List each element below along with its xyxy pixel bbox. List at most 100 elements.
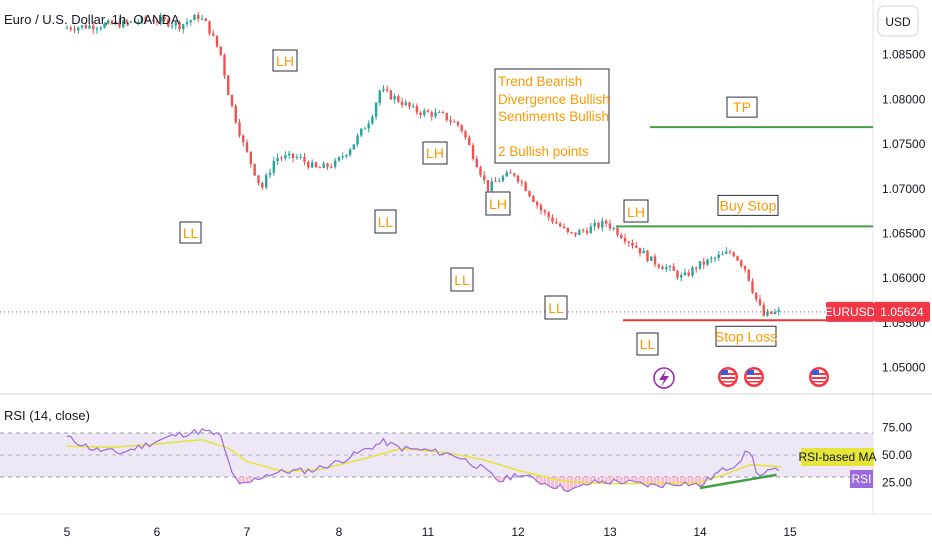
candlestick-series[interactable] <box>65 11 780 317</box>
candle-body <box>676 270 679 278</box>
candle-body <box>627 241 630 243</box>
rsi-title[interactable]: RSI (14, close) <box>4 408 90 423</box>
candle-body <box>230 94 234 106</box>
us-flag-icon[interactable] <box>718 367 738 387</box>
candle-body <box>415 105 419 113</box>
swing-ll-4[interactable]: LL <box>544 295 568 320</box>
rsi-series[interactable] <box>66 428 782 493</box>
candle-body <box>426 110 430 113</box>
candle-body <box>766 311 769 316</box>
time-axis[interactable]: 5 6 7 8 11 12 13 14 15 <box>64 525 797 539</box>
rsi-tick: 75.00 <box>882 421 912 435</box>
time-tick: 8 <box>336 525 343 539</box>
price-tick: 1.07500 <box>882 137 926 151</box>
candle-body <box>532 196 535 202</box>
stop-loss-label-box[interactable]: Stop Loss <box>715 325 777 347</box>
candle-body <box>114 21 117 25</box>
buy-stop-label-box[interactable]: Buy Stop <box>717 194 779 216</box>
current-price-tag[interactable]: EURUSD 1.05624 <box>825 301 930 322</box>
candle-body <box>635 245 638 248</box>
candle-body <box>95 28 99 30</box>
time-tick: 5 <box>64 525 71 539</box>
candle-body <box>520 181 524 183</box>
candle-body <box>307 161 310 168</box>
candle-body <box>129 21 132 23</box>
candle-body <box>367 123 370 129</box>
candle-body <box>295 157 299 159</box>
candle-body <box>200 18 204 20</box>
candle-body <box>773 311 777 314</box>
candle-body <box>310 162 314 168</box>
candle-body <box>743 266 747 270</box>
candle-body <box>498 180 501 182</box>
candle-body <box>543 210 547 213</box>
swing-labels: LL LH LL LH LL LH LL LH LL <box>179 49 659 356</box>
price-axis[interactable]: 1.08500 1.08000 1.07500 1.07000 1.06500 1.060… <box>882 48 926 375</box>
candle-body <box>110 20 114 25</box>
candle-body <box>299 156 302 158</box>
candle-body <box>604 220 608 224</box>
swing-ll-2-text: LL <box>378 214 394 230</box>
candle-body <box>219 46 222 55</box>
candle-body <box>125 20 129 23</box>
candle-body <box>608 223 612 229</box>
candle-body <box>159 16 162 22</box>
candle-body <box>99 27 102 29</box>
swing-lh-1[interactable]: LH <box>272 49 298 72</box>
candle-body <box>404 102 407 106</box>
tp-label-box[interactable]: TP <box>726 96 758 118</box>
candle-body <box>562 226 566 228</box>
swing-lh-4-text: LH <box>627 204 645 220</box>
candle-body <box>516 175 520 182</box>
candle-body <box>352 144 356 150</box>
swing-ll-5[interactable]: LL <box>636 332 659 356</box>
swing-lh-3[interactable]: LH <box>485 191 511 216</box>
candle-body <box>69 27 72 30</box>
analysis-box[interactable]: Trend Bearish Divergence Bullish Sentime… <box>494 68 610 164</box>
candle-body <box>284 155 287 159</box>
candle-body <box>212 33 215 36</box>
analysis-line-3: Sentiments Bullish <box>498 109 609 124</box>
price-tick: 1.05000 <box>882 361 926 375</box>
us-flag-icon[interactable] <box>809 367 829 387</box>
candle-body <box>314 162 318 168</box>
candle-body <box>638 247 642 254</box>
swing-ll-3[interactable]: LL <box>450 267 474 292</box>
price-tag: 1.05624 <box>880 305 924 319</box>
candle-body <box>348 149 352 155</box>
divergence-line[interactable] <box>699 473 777 490</box>
candle-body <box>303 156 306 162</box>
rsi-axis[interactable]: 75.00 50.00 25.00 <box>882 421 912 490</box>
candle-body <box>264 175 268 188</box>
candle-body <box>408 102 411 107</box>
swing-lh-4[interactable]: LH <box>623 199 649 223</box>
candle-body <box>318 167 322 169</box>
rsi-tag-label: RSI <box>851 472 871 486</box>
currency-button[interactable]: USD <box>877 5 919 37</box>
buy-stop-label: Buy Stop <box>720 197 777 213</box>
lightning-icon[interactable] <box>653 367 675 389</box>
price-tick: 1.06000 <box>882 271 926 285</box>
candle-body <box>155 21 159 23</box>
candle-body <box>167 19 170 27</box>
swing-lh-2[interactable]: LH <box>422 141 448 165</box>
candle-body <box>721 253 724 255</box>
us-flag-icon[interactable] <box>744 367 764 387</box>
symbol-title[interactable]: Euro / U.S. Dollar, 1h, OANDA <box>4 12 180 27</box>
swing-ll-1[interactable]: LL <box>179 221 202 244</box>
price-tick: 1.08500 <box>882 48 926 62</box>
time-tick: 7 <box>244 525 251 539</box>
candle-body <box>777 309 780 312</box>
candle-body <box>65 27 69 29</box>
candle-body <box>456 121 460 126</box>
time-tick: 15 <box>783 525 797 539</box>
analysis-line-1: Trend Bearish <box>498 74 582 89</box>
candle-body <box>717 254 720 258</box>
time-tick: 6 <box>154 525 161 539</box>
rsi-value-tag: RSI <box>850 470 873 488</box>
price-tick: 1.06500 <box>882 227 926 241</box>
candle-body <box>657 264 660 268</box>
swing-ll-2[interactable]: LL <box>374 209 397 234</box>
candle-body <box>363 128 367 130</box>
